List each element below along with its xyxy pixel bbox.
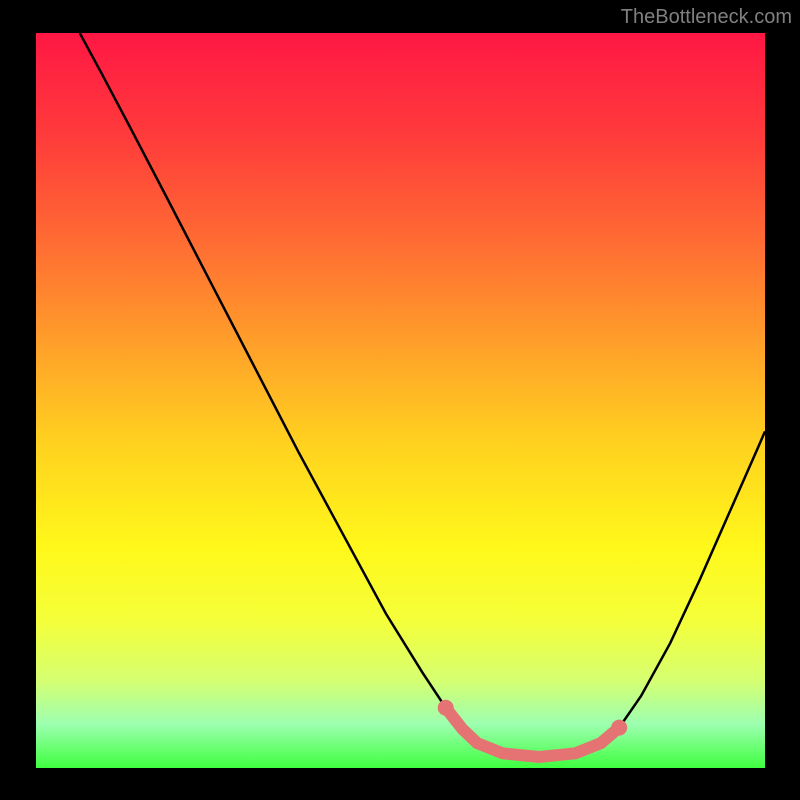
- accent-dot-left: [438, 700, 454, 716]
- chart-container: [36, 33, 765, 768]
- watermark-text: TheBottleneck.com: [621, 6, 792, 29]
- accent-dot-right: [611, 720, 627, 736]
- curve-svg: [36, 33, 765, 768]
- bottleneck-curve: [80, 33, 765, 757]
- accent-segment: [446, 708, 620, 757]
